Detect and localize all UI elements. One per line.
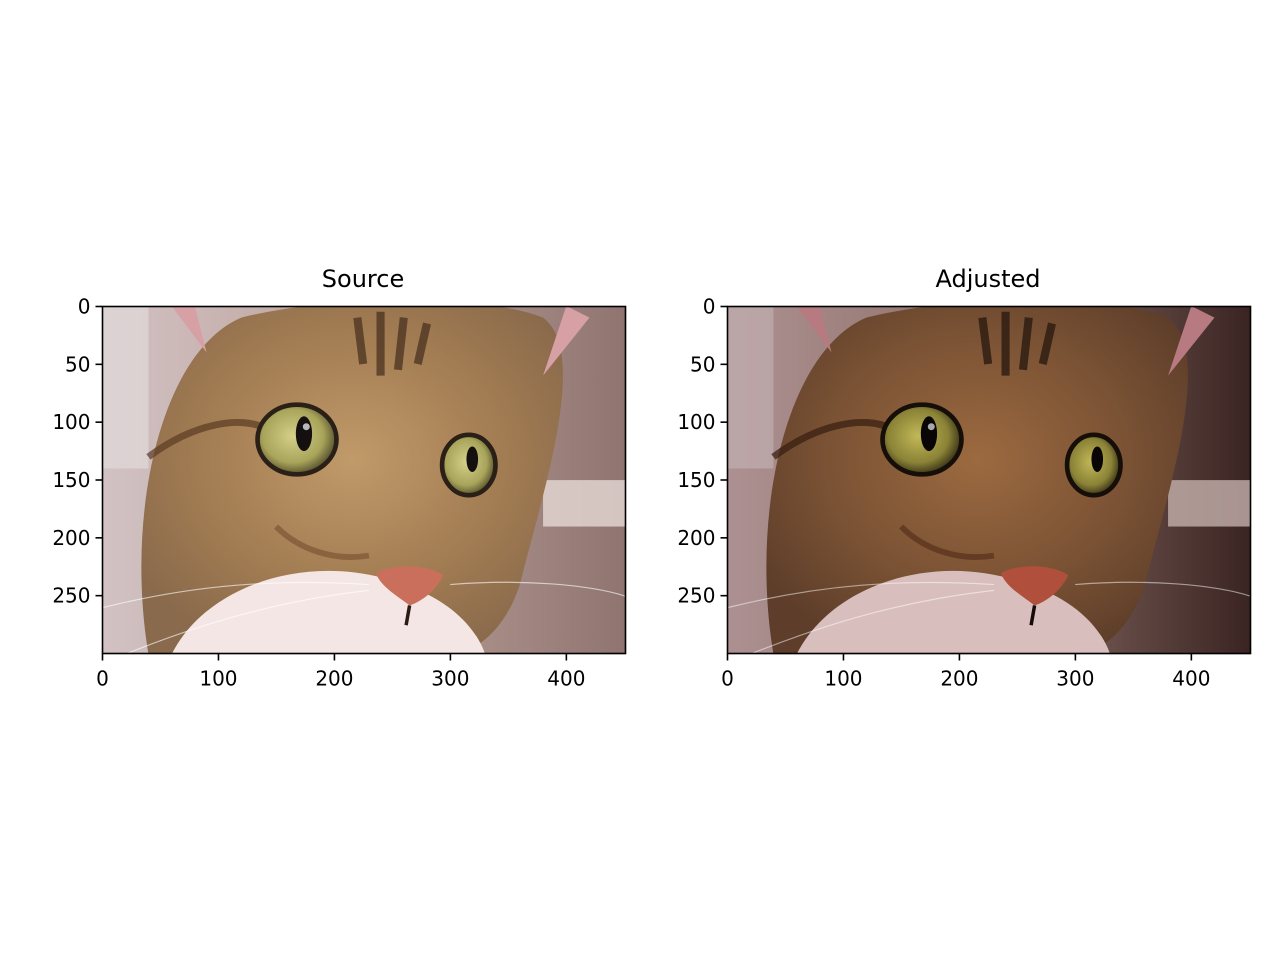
source-y-tick-label: 100 bbox=[52, 410, 90, 434]
adjusted-x-tick-label: 200 bbox=[940, 667, 978, 691]
source-x-tick-label: 400 bbox=[547, 667, 585, 691]
source-y-tick-label: 50 bbox=[65, 352, 90, 376]
source-panel: Source bbox=[52, 265, 627, 691]
source-x-ticks: 0 100 200 300 400 bbox=[96, 653, 585, 691]
source-y-tick-label: 150 bbox=[52, 468, 90, 492]
adjusted-x-tick-label: 0 bbox=[721, 667, 734, 691]
source-y-ticks: 0 50 100 150 200 250 bbox=[52, 295, 103, 608]
adjusted-y-tick-label: 100 bbox=[677, 410, 715, 434]
source-cat-image bbox=[102, 306, 626, 655]
source-x-tick-label: 300 bbox=[431, 667, 469, 691]
adjusted-y-tick-label: 200 bbox=[677, 526, 715, 550]
adjusted-x-tick-label: 300 bbox=[1056, 667, 1094, 691]
adjusted-y-ticks: 0 50 100 150 200 250 bbox=[677, 295, 728, 608]
source-y-tick-label: 0 bbox=[78, 295, 91, 319]
source-y-tick-label: 200 bbox=[52, 526, 90, 550]
adjusted-x-tick-label: 100 bbox=[824, 667, 862, 691]
source-x-tick-label: 100 bbox=[199, 667, 237, 691]
adjusted-title: Adjusted bbox=[935, 265, 1040, 293]
adjusted-x-tick-label: 400 bbox=[1172, 667, 1210, 691]
adjusted-x-ticks: 0 100 200 300 400 bbox=[721, 653, 1210, 691]
adjusted-cat-image bbox=[727, 306, 1251, 655]
source-y-tick-label: 250 bbox=[52, 584, 90, 608]
source-x-tick-label: 0 bbox=[96, 667, 109, 691]
source-x-tick-label: 200 bbox=[315, 667, 353, 691]
adjusted-y-tick-label: 50 bbox=[690, 352, 715, 376]
adjusted-y-tick-label: 0 bbox=[703, 295, 716, 319]
adjusted-y-tick-label: 250 bbox=[677, 584, 715, 608]
adjusted-panel: Adjusted bbox=[677, 265, 1252, 691]
adjusted-y-tick-label: 150 bbox=[677, 468, 715, 492]
source-title: Source bbox=[322, 265, 404, 293]
